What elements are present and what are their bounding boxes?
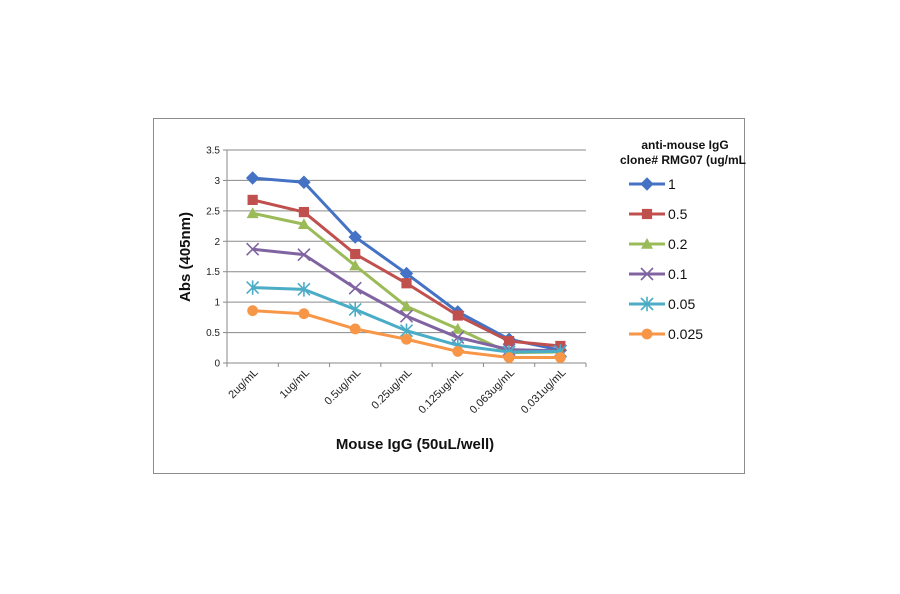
x-tick-label: 0.063ug/mL <box>468 367 518 417</box>
legend-label: 0.2 <box>668 236 688 252</box>
data-point <box>297 248 311 262</box>
data-point <box>246 242 260 256</box>
data-point <box>297 282 311 297</box>
data-point <box>400 300 413 312</box>
x-tick-label: 0.031ug/mL <box>519 367 569 417</box>
data-point <box>503 352 515 363</box>
x-tick-label: 2ug/mL <box>226 367 260 401</box>
data-point <box>298 308 310 320</box>
chart-frame: 0 0.5 1 1.5 2 2.5 3 3.5 2ug/mL 1ug/mL 0.5ug/mL 0.2… <box>153 118 746 474</box>
series-0.5 <box>247 194 566 352</box>
series-0.025 <box>247 305 566 363</box>
legend-item: 0.2 <box>629 236 688 252</box>
data-point <box>452 346 464 357</box>
x-tick-label: 0.5ug/mL <box>322 367 363 408</box>
legend-item: 0.5 <box>629 206 688 222</box>
data-point <box>350 248 361 260</box>
x-tick-label: 1ug/mL <box>278 367 312 401</box>
data-point <box>641 328 653 340</box>
x-tick-label: 0.25ug/mL <box>369 367 414 412</box>
legend-label: 0.025 <box>668 326 703 342</box>
y-tick-label: 2.5 <box>206 206 220 217</box>
data-point <box>297 175 311 189</box>
legend-title-line-1: anti-mouse IgG <box>641 138 728 152</box>
line-chart: 00.511.522.533.5 2ug/mL 1ug/mL 0.5ug/mL 0.2… <box>177 138 746 453</box>
data-point <box>640 177 654 191</box>
series-lines <box>245 171 568 363</box>
y-tick-label: 1.5 <box>206 267 220 278</box>
data-point <box>247 194 258 206</box>
y-tick-label: 0.5 <box>206 328 220 339</box>
legend: anti-mouse IgG clone# RMG07 (ug/mL) 1 0.5… <box>620 138 746 342</box>
legend-item: 1 <box>629 176 676 192</box>
data-point <box>245 171 260 185</box>
y-tick-label: 3 <box>214 176 220 187</box>
x-axis-title: Mouse IgG (50uL/well) <box>336 436 494 453</box>
y-tick-label: 1 <box>214 298 220 309</box>
axes <box>223 149 587 367</box>
legend-item: 0.05 <box>629 296 695 312</box>
legend-title-line-2: clone# RMG07 (ug/mL) <box>620 153 746 167</box>
data-point <box>640 267 654 281</box>
legend-label: 1 <box>668 176 676 192</box>
series-0.05 <box>246 280 567 360</box>
legend-label: 0.5 <box>668 206 688 222</box>
data-point <box>348 230 362 244</box>
legend-label: 0.05 <box>668 296 695 312</box>
y-tick-label: 0 <box>214 359 220 370</box>
data-point <box>247 305 259 317</box>
legend-item: 0.025 <box>629 326 703 342</box>
data-point <box>297 218 310 230</box>
data-point <box>641 238 653 249</box>
data-point <box>246 207 259 219</box>
data-point <box>298 206 310 218</box>
data-point <box>246 280 260 295</box>
data-point <box>452 310 463 321</box>
legend-label: 0.1 <box>668 266 688 282</box>
data-point <box>348 281 362 295</box>
data-point <box>641 208 653 220</box>
data-point <box>348 302 362 317</box>
y-tick-label: 2 <box>214 237 220 248</box>
data-point <box>349 323 361 335</box>
data-point <box>401 333 412 345</box>
x-tick-labels: 2ug/mL 1ug/mL 0.5ug/mL 0.25ug/mL 0.125ug/mL 0… <box>226 367 568 417</box>
x-tick-label: 0.125ug/mL <box>416 367 466 417</box>
legend-item: 0.1 <box>629 266 688 282</box>
data-point <box>399 309 414 323</box>
y-tick-labels: 0 0.5 1 1.5 2 2.5 3 3.5 <box>206 146 220 370</box>
data-point <box>554 352 566 363</box>
data-point <box>401 278 412 289</box>
data-point <box>451 322 464 334</box>
data-point <box>349 259 362 271</box>
y-axis-title: Abs (405nm) <box>177 212 194 302</box>
y-tick-label: 3.5 <box>206 146 220 157</box>
data-point <box>503 335 515 347</box>
data-point <box>640 296 654 312</box>
